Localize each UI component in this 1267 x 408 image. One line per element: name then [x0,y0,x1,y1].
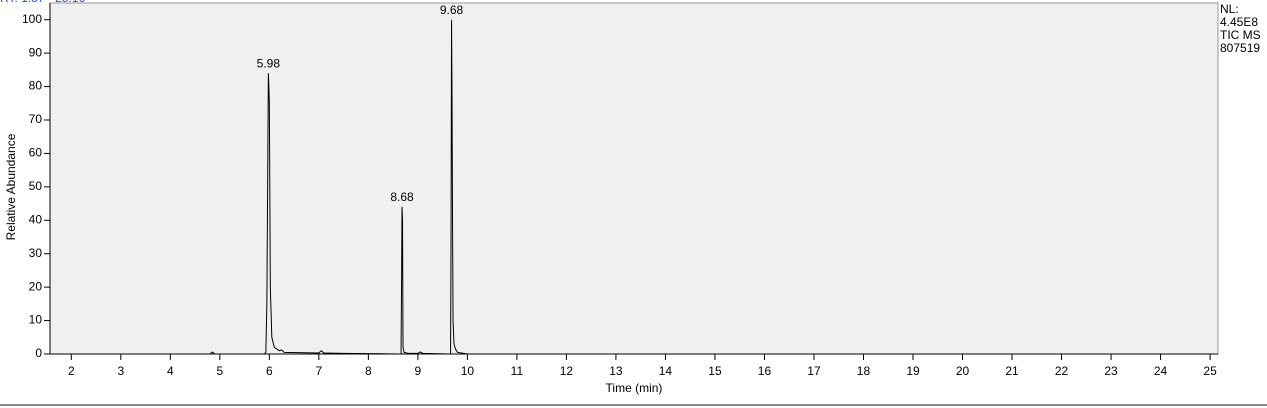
info-text: TIC MS [1220,28,1261,42]
x-tick-label: 2 [68,364,75,378]
x-tick-label: 8 [365,364,372,378]
x-tick-label: 21 [1005,364,1019,378]
x-tick-label: 7 [316,364,323,378]
x-tick-label: 6 [266,364,273,378]
y-tick-label: 70 [29,112,43,126]
x-tick-label: 25 [1203,364,1217,378]
x-tick-label: 15 [708,364,722,378]
y-tick-label: 60 [29,146,43,160]
x-tick-label: 17 [807,364,821,378]
y-tick-label: 100 [22,12,42,26]
x-tick-label: 5 [216,364,223,378]
y-axis-label: Relative Abundance [4,133,18,240]
y-tick-label: 10 [29,313,43,327]
x-tick-label: 10 [461,364,475,378]
plot-area [49,2,1219,355]
peak-label: 8.68 [390,190,414,204]
x-tick-label: 22 [1055,364,1069,378]
x-tick-label: 3 [117,364,124,378]
info-text: 807519 [1220,41,1260,55]
peak-label: 5.98 [257,56,281,70]
y-tick-label: 30 [29,246,43,260]
trace [50,19,1218,355]
x-tick-label: 16 [758,364,772,378]
x-tick-label: 12 [560,364,574,378]
x-tick-label: 14 [659,364,673,378]
x-tick-label: 11 [511,364,524,378]
y-tick-label: 90 [29,45,43,59]
x-tick-label: 23 [1104,364,1118,378]
rt-range: RT: 1.57 - 25.16 [0,0,85,5]
info-text: 4.45E8 [1220,15,1258,29]
x-tick-label: 19 [906,364,920,378]
y-tick-label: 20 [29,279,43,293]
info-text: NL: [1220,2,1239,16]
peak-label: 9.68 [440,3,464,17]
y-tick-label: 40 [29,212,43,226]
x-axis-label: Time (min) [606,381,663,395]
x-tick-label: 24 [1154,364,1168,378]
x-tick-label: 4 [167,364,174,378]
x-tick-label: 9 [415,364,422,378]
x-tick-label: 18 [857,364,871,378]
y-tick-label: 80 [29,79,43,93]
y-tick-label: 50 [29,179,43,193]
x-tick-label: 13 [609,364,623,378]
x-tick-label: 20 [956,364,970,378]
y-tick-label: 0 [35,346,42,360]
